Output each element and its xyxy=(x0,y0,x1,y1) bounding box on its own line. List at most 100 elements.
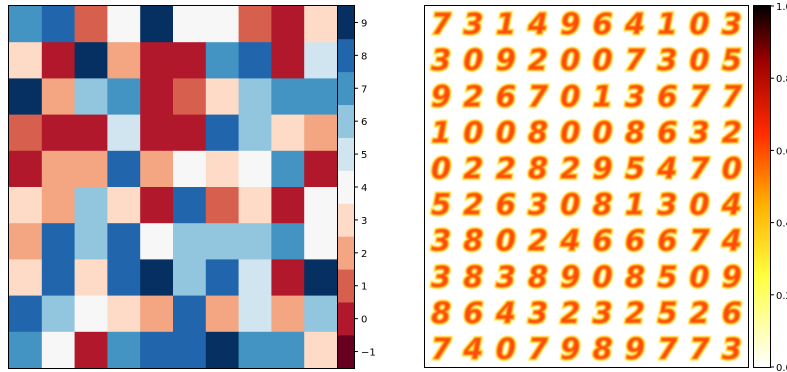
digit-core: 9 xyxy=(722,260,742,294)
digit-core: 3 xyxy=(431,43,451,77)
digit-halo: 4 xyxy=(527,7,548,41)
left-heatmap-cells xyxy=(9,6,338,369)
digit-glyph: 99 xyxy=(720,258,743,295)
digit-glyph: 88 xyxy=(526,150,549,187)
digit-core: 3 xyxy=(496,260,516,294)
digit-halo: 0 xyxy=(560,43,580,77)
digit-core: 1 xyxy=(625,188,645,222)
digit-glyph: 33 xyxy=(429,42,452,79)
digit-core: 5 xyxy=(431,188,451,222)
digit-halo: 7 xyxy=(689,332,710,366)
digit-halo: 7 xyxy=(689,224,710,258)
digit-core: 4 xyxy=(495,296,516,330)
digit-glyph: 44 xyxy=(655,150,679,187)
digit-core: 7 xyxy=(528,332,549,366)
colorbar-tick-label: 7 xyxy=(361,84,367,95)
digit-core: 3 xyxy=(657,188,677,222)
heatmap-cell xyxy=(107,331,141,369)
digit-glyph: 88 xyxy=(429,294,452,331)
colorbar-band xyxy=(337,137,354,171)
heatmap-cell xyxy=(205,295,239,333)
digit-core: 7 xyxy=(689,152,710,186)
digit-halo: 6 xyxy=(463,296,483,330)
digit-halo: 8 xyxy=(528,152,548,186)
digit-core: 0 xyxy=(560,188,580,222)
left-colorbar-ticks: 9 8 7 6 5 4 3 2 1 0 −1 xyxy=(354,18,376,359)
digit-glyph: 77 xyxy=(656,330,680,367)
digit-glyph: 33 xyxy=(623,78,646,115)
digit-halo: 0 xyxy=(689,7,709,41)
digit-halo: 2 xyxy=(689,296,709,330)
digit-halo: 0 xyxy=(689,188,709,222)
digit-glyph: 66 xyxy=(656,114,679,151)
digit-core: 9 xyxy=(625,332,645,366)
digit-halo: 8 xyxy=(625,115,645,149)
digit-core: 2 xyxy=(722,115,742,149)
digit-halo: 8 xyxy=(431,296,451,330)
digit-glyph: 99 xyxy=(623,330,646,367)
digit-glyph: 88 xyxy=(623,114,646,151)
heatmap-cell xyxy=(140,187,174,224)
digit-core: 7 xyxy=(625,43,646,77)
digit-core: 3 xyxy=(431,224,451,258)
digit-glyph: 33 xyxy=(429,258,452,295)
digit-glyph: 99 xyxy=(429,78,452,115)
digit-glyph: 11 xyxy=(429,114,452,151)
heatmap-cell xyxy=(140,259,174,296)
digit-halo: 9 xyxy=(560,7,580,41)
digit-glyph: 22 xyxy=(623,294,646,331)
digit-core: 8 xyxy=(528,152,548,186)
digit-glyph: 88 xyxy=(526,114,549,151)
digit-core: 9 xyxy=(560,332,580,366)
digit-halo: 6 xyxy=(593,7,613,41)
digit-glyph: 22 xyxy=(526,42,549,79)
digit-halo: 0 xyxy=(560,115,580,149)
heatmap-cell xyxy=(140,42,174,79)
digit-glyph: 66 xyxy=(656,78,679,115)
digit-core: 7 xyxy=(689,332,710,366)
digit-halo: 0 xyxy=(722,152,742,186)
digit-glyph: 99 xyxy=(559,330,582,367)
digit-glyph: 22 xyxy=(559,294,582,331)
digit-core: 3 xyxy=(528,296,548,330)
colorbar-tick-label: 6 xyxy=(361,117,367,128)
digit-glyph: 00 xyxy=(559,114,582,151)
heatmap-cell xyxy=(41,259,75,296)
digit-core: 0 xyxy=(593,115,613,149)
digit-halo: 2 xyxy=(463,188,483,222)
heatmap-cell xyxy=(74,187,108,224)
digit-halo: 0 xyxy=(496,115,516,149)
digit-halo: 7 xyxy=(528,79,549,113)
digit-halo: 0 xyxy=(496,224,516,258)
digit-core: 8 xyxy=(593,332,613,366)
digit-glyph: 11 xyxy=(656,5,679,42)
digit-core: 3 xyxy=(722,7,742,41)
digit-glyph: 77 xyxy=(688,330,712,367)
digit-glyph: 33 xyxy=(494,258,517,295)
digit-core: 9 xyxy=(593,152,613,186)
digit-halo: 1 xyxy=(657,7,677,41)
digit-halo: 5 xyxy=(431,188,451,222)
digit-halo: 3 xyxy=(463,7,483,41)
digit-glyph: 44 xyxy=(719,222,743,259)
colorbar-tick-label: 0.0 xyxy=(776,363,787,372)
digit-core: 1 xyxy=(431,115,451,149)
heatmap-cell xyxy=(304,42,338,79)
digit-glyph: 55 xyxy=(429,186,452,223)
digit-halo: 3 xyxy=(657,43,677,77)
heatmap-cell xyxy=(107,150,141,188)
digit-glyph: 77 xyxy=(526,330,550,367)
digit-glyph: 00 xyxy=(559,42,582,79)
digit-halo: 6 xyxy=(657,224,677,258)
digit-glyph: 22 xyxy=(462,78,485,115)
heatmap-cell xyxy=(205,6,239,43)
digit-core: 4 xyxy=(656,152,677,186)
digit-halo: 3 xyxy=(528,188,548,222)
digit-halo: 0 xyxy=(560,79,580,113)
digit-halo: 3 xyxy=(625,79,645,113)
digit-glyph: 22 xyxy=(494,150,517,187)
colorbar-band xyxy=(337,104,354,138)
